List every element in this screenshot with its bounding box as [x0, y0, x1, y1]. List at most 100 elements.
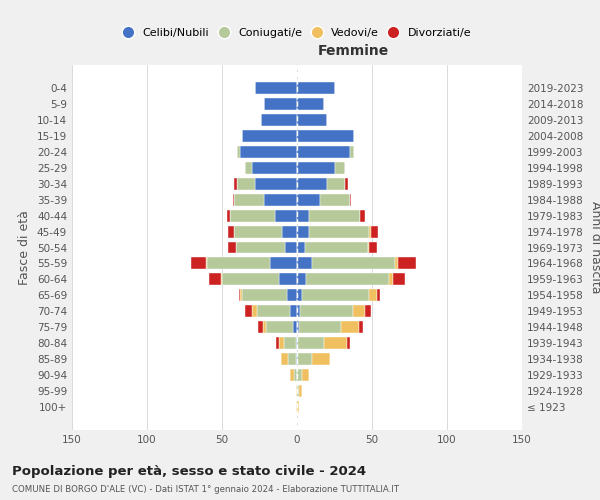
Bar — [398, 258, 415, 270]
Bar — [312, 258, 395, 270]
Bar — [305, 242, 367, 254]
Bar — [297, 274, 306, 285]
Bar — [234, 226, 282, 237]
Bar — [297, 194, 320, 205]
Bar — [191, 258, 205, 270]
Bar — [353, 306, 365, 318]
Bar — [309, 210, 360, 222]
Bar — [297, 354, 312, 366]
Bar — [297, 226, 309, 237]
Bar — [297, 98, 324, 110]
Bar — [345, 178, 348, 190]
Bar — [302, 290, 369, 302]
Bar — [297, 338, 324, 349]
Bar — [297, 386, 299, 398]
Bar — [258, 322, 263, 334]
Bar — [270, 258, 297, 270]
Bar — [239, 290, 240, 302]
Bar — [297, 402, 299, 413]
Bar — [297, 306, 300, 318]
Bar — [369, 242, 377, 254]
Bar — [320, 194, 349, 205]
Bar — [257, 306, 290, 318]
Bar — [237, 178, 255, 190]
Y-axis label: Fasce di età: Fasce di età — [19, 210, 31, 285]
Bar — [297, 370, 302, 382]
Bar — [209, 274, 221, 285]
Bar — [360, 210, 365, 222]
Bar — [234, 194, 264, 205]
Bar — [297, 114, 327, 126]
Bar — [245, 162, 252, 173]
Bar — [294, 370, 297, 382]
Bar — [281, 354, 288, 366]
Bar — [255, 82, 297, 94]
Bar — [264, 98, 297, 110]
Bar — [296, 402, 297, 413]
Bar — [252, 162, 297, 173]
Bar — [395, 258, 398, 270]
Bar — [297, 146, 349, 158]
Bar — [327, 178, 345, 190]
Bar — [290, 306, 297, 318]
Bar — [265, 322, 293, 334]
Bar — [235, 242, 285, 254]
Bar — [284, 338, 296, 349]
Bar — [349, 146, 354, 158]
Bar — [227, 210, 229, 222]
Legend: Celibi/Nubili, Coniugati/e, Vedovi/e, Divorziati/e: Celibi/Nubili, Coniugati/e, Vedovi/e, Di… — [118, 23, 476, 43]
Bar — [296, 354, 297, 366]
Bar — [293, 322, 297, 334]
Bar — [228, 226, 234, 237]
Bar — [263, 322, 265, 334]
Bar — [297, 290, 302, 302]
Bar — [393, 274, 405, 285]
Bar — [237, 146, 240, 158]
Bar — [369, 226, 371, 237]
Bar — [297, 242, 305, 254]
Bar — [288, 354, 296, 366]
Bar — [309, 226, 369, 237]
Bar — [299, 386, 302, 398]
Bar — [207, 258, 270, 270]
Bar — [341, 322, 359, 334]
Bar — [255, 178, 297, 190]
Bar — [300, 306, 353, 318]
Bar — [359, 322, 363, 334]
Bar — [285, 242, 297, 254]
Bar — [205, 258, 207, 270]
Bar — [296, 338, 297, 349]
Bar — [221, 274, 222, 285]
Bar — [367, 242, 369, 254]
Text: Popolazione per età, sesso e stato civile - 2024: Popolazione per età, sesso e stato civil… — [12, 465, 366, 478]
Bar — [302, 370, 309, 382]
Bar — [275, 210, 297, 222]
Bar — [261, 114, 297, 126]
Bar — [371, 226, 378, 237]
Bar — [389, 274, 393, 285]
Bar — [365, 306, 371, 318]
Bar — [222, 274, 279, 285]
Bar — [245, 306, 252, 318]
Bar — [282, 226, 297, 237]
Text: COMUNE DI BORGO D'ALE (VC) - Dati ISTAT 1° gennaio 2024 - Elaborazione TUTTITALI: COMUNE DI BORGO D'ALE (VC) - Dati ISTAT … — [12, 485, 399, 494]
Bar — [312, 354, 330, 366]
Bar — [369, 290, 377, 302]
Bar — [297, 178, 327, 190]
Bar — [234, 178, 237, 190]
Bar — [240, 146, 297, 158]
Bar — [240, 290, 241, 302]
Bar — [297, 258, 312, 270]
Bar — [279, 338, 284, 349]
Text: Femmine: Femmine — [317, 44, 389, 58]
Bar — [297, 322, 299, 334]
Bar — [228, 242, 235, 254]
Bar — [241, 290, 287, 302]
Bar — [290, 370, 294, 382]
Bar — [324, 338, 347, 349]
Bar — [287, 290, 297, 302]
Bar — [347, 338, 349, 349]
Bar — [299, 322, 341, 334]
Bar — [233, 194, 234, 205]
Bar — [276, 338, 279, 349]
